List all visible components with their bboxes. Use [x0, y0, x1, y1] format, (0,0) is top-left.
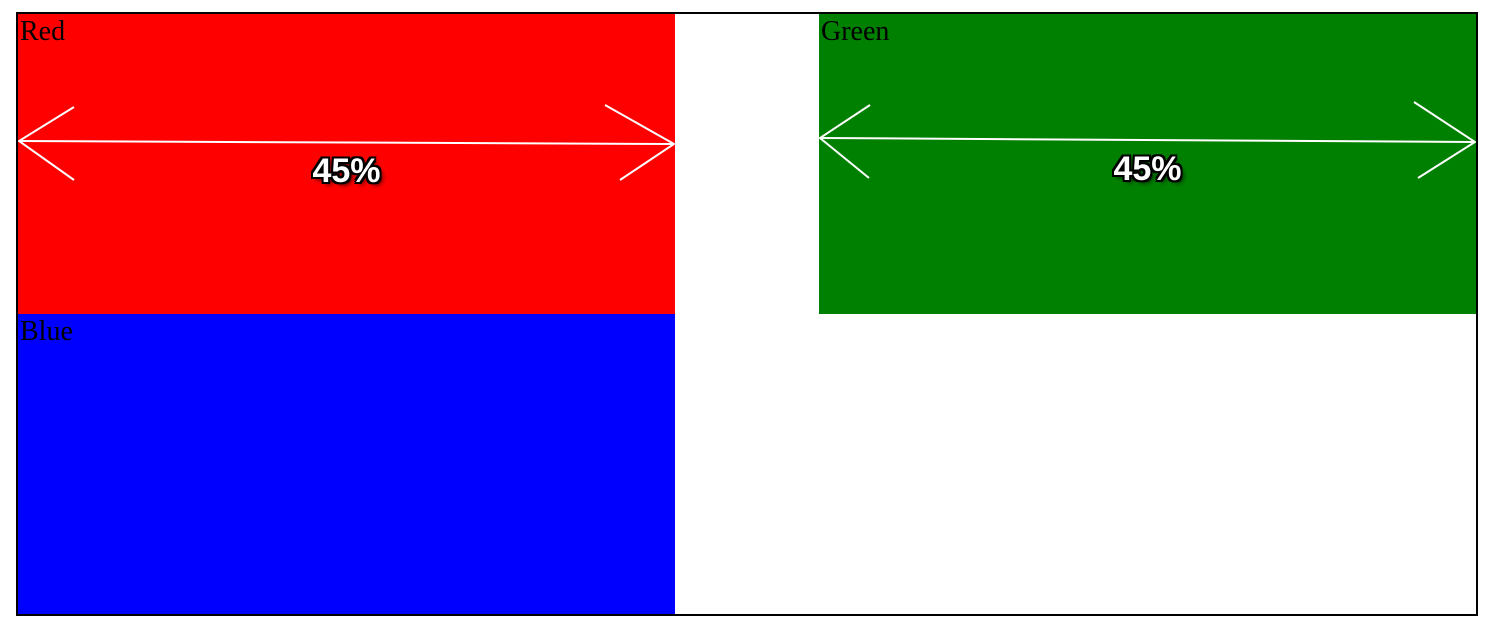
green-box: Green 45% [819, 14, 1476, 314]
blue-box: Blue [18, 314, 675, 614]
red-width-percent-label: 45% [312, 152, 381, 190]
green-width-percent-label: 45% [1113, 150, 1182, 188]
red-box: Red 45% [18, 14, 675, 314]
green-box-label: Green [821, 16, 890, 47]
layout-container: Red 45% Green 45% Blue [16, 12, 1478, 616]
blue-box-label: Blue [20, 316, 73, 347]
red-box-label: Red [20, 16, 66, 47]
